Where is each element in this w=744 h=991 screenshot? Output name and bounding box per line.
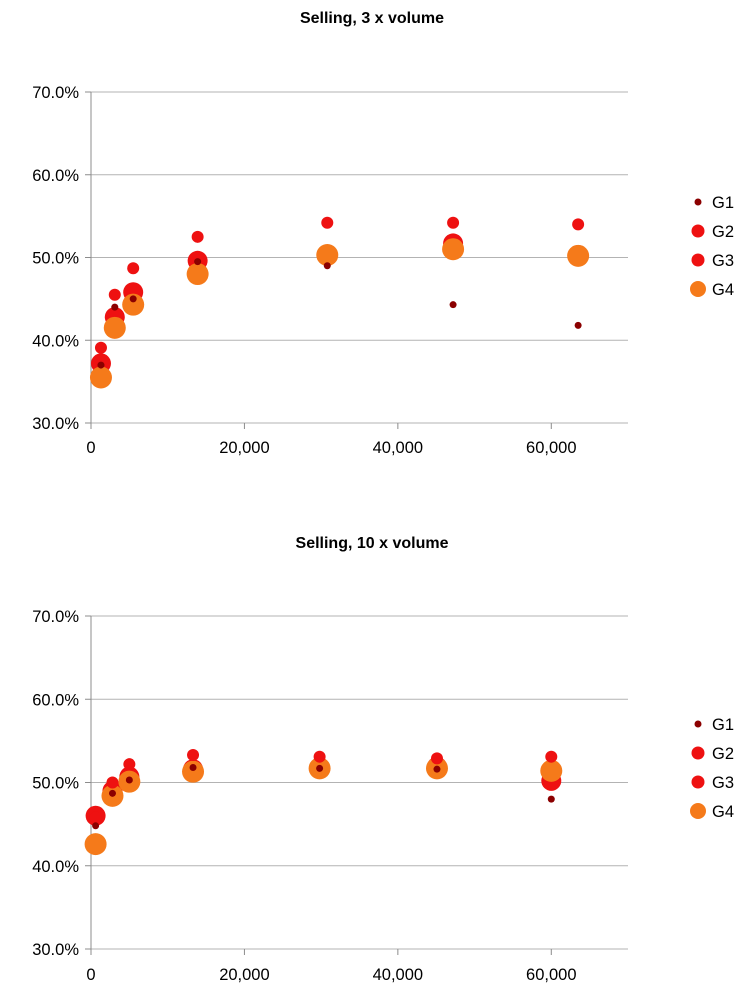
data-point-g4 <box>89 366 112 389</box>
y-tick-label: 40.0% <box>32 332 79 350</box>
y-tick-label: 70.0% <box>32 608 79 626</box>
legend-label-g2: G2 <box>712 745 734 763</box>
data-point-g2 <box>94 341 107 354</box>
data-point-g2 <box>447 216 460 229</box>
chart-3x-volume: Selling, 3 x volume 30.0% 40.0% 50.0% 60.0%… <box>32 10 734 457</box>
data-point-g1 <box>189 764 197 772</box>
scatter-plot-10x: 30.0% 40.0% 50.0% 60.0% 70.0% 0 20,000 40,000 60… <box>32 608 734 984</box>
data-point-g1 <box>433 765 441 773</box>
data-point-g1 <box>108 789 116 797</box>
legend-marker-g1 <box>694 198 702 206</box>
data-point-g4 <box>103 316 126 339</box>
data-point-g1 <box>92 822 100 830</box>
legend-marker-g2 <box>691 224 705 238</box>
y-tick-label: 60.0% <box>32 691 79 709</box>
data-point-g1 <box>125 776 133 784</box>
x-tick-label: 40,000 <box>373 966 423 984</box>
data-point-g1 <box>194 258 202 266</box>
x-tick-label: 0 <box>86 439 95 457</box>
legend-label-g4: G4 <box>712 281 734 299</box>
data-point-g2 <box>123 758 136 771</box>
x-tick-label: 20,000 <box>219 966 269 984</box>
y-tick-label: 50.0% <box>32 250 79 268</box>
data-point-g2 <box>187 749 200 762</box>
legend-marker-g3 <box>691 253 705 267</box>
data-point-g2 <box>108 288 121 301</box>
legend-label-g4: G4 <box>712 803 734 821</box>
legend-label-g3: G3 <box>712 774 734 792</box>
legend-label-g1: G1 <box>712 194 734 212</box>
x-tick-label: 20,000 <box>219 439 269 457</box>
legend-marker-g4 <box>690 803 706 819</box>
data-point-g2 <box>127 262 140 275</box>
legend-marker-g1 <box>694 720 702 728</box>
y-tick-label: 70.0% <box>32 84 79 102</box>
legend-label-g3: G3 <box>712 252 734 270</box>
data-point-g4 <box>567 244 590 267</box>
data-point-g1 <box>316 764 324 772</box>
data-point-g1 <box>111 303 119 311</box>
legend-marker-g2 <box>691 746 705 760</box>
data-point-g4 <box>84 833 107 856</box>
data-point-g1 <box>129 295 137 303</box>
data-point-g4 <box>316 244 339 267</box>
x-tick-label: 60,000 <box>526 439 576 457</box>
y-tick-label: 60.0% <box>32 167 79 185</box>
data-point-g1 <box>97 361 105 369</box>
data-point-g2 <box>313 750 326 763</box>
data-point-g1 <box>449 301 457 309</box>
data-point-g4 <box>186 263 209 286</box>
chart-title: Selling, 3 x volume <box>299 10 445 27</box>
x-tick-label: 40,000 <box>373 439 423 457</box>
y-tick-label: 40.0% <box>32 858 79 876</box>
data-point-g2 <box>430 752 443 765</box>
y-tick-label: 30.0% <box>32 415 79 433</box>
data-point-g2 <box>321 216 334 229</box>
y-tick-label: 30.0% <box>32 941 79 959</box>
data-point-g2 <box>572 218 585 231</box>
data-point-g2 <box>545 750 558 763</box>
data-point-g2 <box>191 230 204 243</box>
scatter-plot-3x: 30.0% 40.0% 50.0% 60.0% 70.0% 0 20,000 40,000 60… <box>32 84 734 457</box>
data-point-g4 <box>442 238 465 261</box>
data-point-g1 <box>574 321 582 329</box>
legend-label-g2: G2 <box>712 223 734 241</box>
data-point-g2 <box>106 776 119 789</box>
legend-marker-g4 <box>690 281 706 297</box>
data-point-g4 <box>540 759 563 782</box>
legend-marker-g3 <box>691 775 705 789</box>
y-tick-label: 50.0% <box>32 775 79 793</box>
x-tick-label: 60,000 <box>526 966 576 984</box>
data-point-g4 <box>182 760 205 783</box>
chart-title: Selling, 10 x volume <box>295 535 449 552</box>
data-point-g4 <box>122 293 145 316</box>
x-tick-label: 0 <box>86 966 95 984</box>
data-point-g1 <box>547 795 555 803</box>
data-point-g1 <box>323 262 331 270</box>
legend-label-g1: G1 <box>712 716 734 734</box>
data-point-g2 <box>89 811 102 824</box>
chart-10x-volume: Selling, 10 x volume 30.0% 40.0% 50.0% 60.0… <box>0 525 744 991</box>
